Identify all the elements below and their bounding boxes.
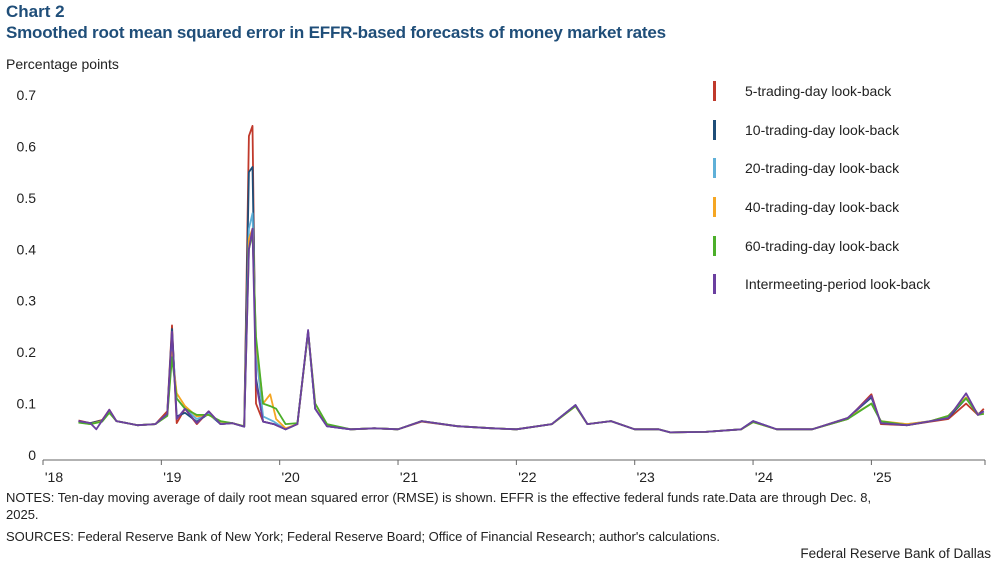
y-tick-label: 0.7 bbox=[17, 87, 37, 103]
x-tick-label: '21 bbox=[400, 469, 418, 485]
x-tick-label: '22 bbox=[518, 469, 536, 485]
x-axis: '18 '19 '20 '21 '22 '23 '24 '25 bbox=[42, 459, 986, 485]
legend-swatch bbox=[713, 235, 716, 256]
legend-label: Intermeeting-period look-back bbox=[745, 276, 931, 293]
chart-sources: SOURCES: Federal Reserve Bank of New Yor… bbox=[6, 529, 720, 544]
chart-notes: NOTES: Ten-day moving average of daily r… bbox=[6, 490, 872, 522]
x-tick-label: '20 bbox=[282, 469, 300, 485]
x-tick-label: '25 bbox=[873, 469, 891, 485]
chart-credit: Federal Reserve Bank of Dallas bbox=[800, 546, 991, 561]
legend-item: 10-trading-day look-back bbox=[705, 111, 930, 150]
y-tick-label: 0.5 bbox=[17, 190, 37, 206]
legend-swatch bbox=[713, 274, 716, 295]
y-tick-label: 0.2 bbox=[17, 344, 37, 360]
legend: 5-trading-day look-back 10-trading-day l… bbox=[705, 72, 930, 304]
y-axis-label: Percentage points bbox=[6, 56, 119, 72]
y-tick-label: 0 bbox=[28, 447, 36, 463]
y-tick-label: 0.1 bbox=[17, 396, 37, 412]
series-layer bbox=[78, 125, 985, 434]
legend-label: 5-trading-day look-back bbox=[745, 83, 892, 100]
legend-item: 20-trading-day look-back bbox=[705, 149, 930, 188]
chart-label: Chart 2 bbox=[6, 2, 65, 21]
x-tick-label: '24 bbox=[755, 469, 773, 485]
legend-swatch bbox=[713, 81, 716, 102]
legend-item: Intermeeting-period look-back bbox=[705, 265, 930, 304]
legend-item: 40-trading-day look-back bbox=[705, 188, 930, 227]
legend-swatch bbox=[713, 197, 716, 218]
y-tick-label: 0.3 bbox=[17, 293, 37, 309]
series-line bbox=[78, 227, 985, 434]
legend-label: 40-trading-day look-back bbox=[745, 199, 900, 216]
legend-item: 5-trading-day look-back bbox=[705, 72, 930, 111]
chart-title: Smoothed root mean squared error in EFFR… bbox=[6, 23, 666, 42]
legend-swatch bbox=[713, 158, 716, 179]
y-tick-label: 0.6 bbox=[17, 138, 37, 154]
y-axis: 0 0.1 0.2 0.3 0.4 0.5 0.6 0.7 bbox=[17, 87, 37, 463]
legend-label: 60-trading-day look-back bbox=[745, 237, 900, 254]
legend-label: 10-trading-day look-back bbox=[745, 121, 900, 138]
legend-label: 20-trading-day look-back bbox=[745, 160, 900, 177]
x-tick-label: '23 bbox=[637, 469, 655, 485]
y-tick-label: 0.4 bbox=[17, 241, 37, 257]
legend-item: 60-trading-day look-back bbox=[705, 226, 930, 265]
x-tick-label: '19 bbox=[163, 469, 181, 485]
x-tick-label: '18 bbox=[45, 469, 63, 485]
legend-swatch bbox=[713, 119, 716, 140]
